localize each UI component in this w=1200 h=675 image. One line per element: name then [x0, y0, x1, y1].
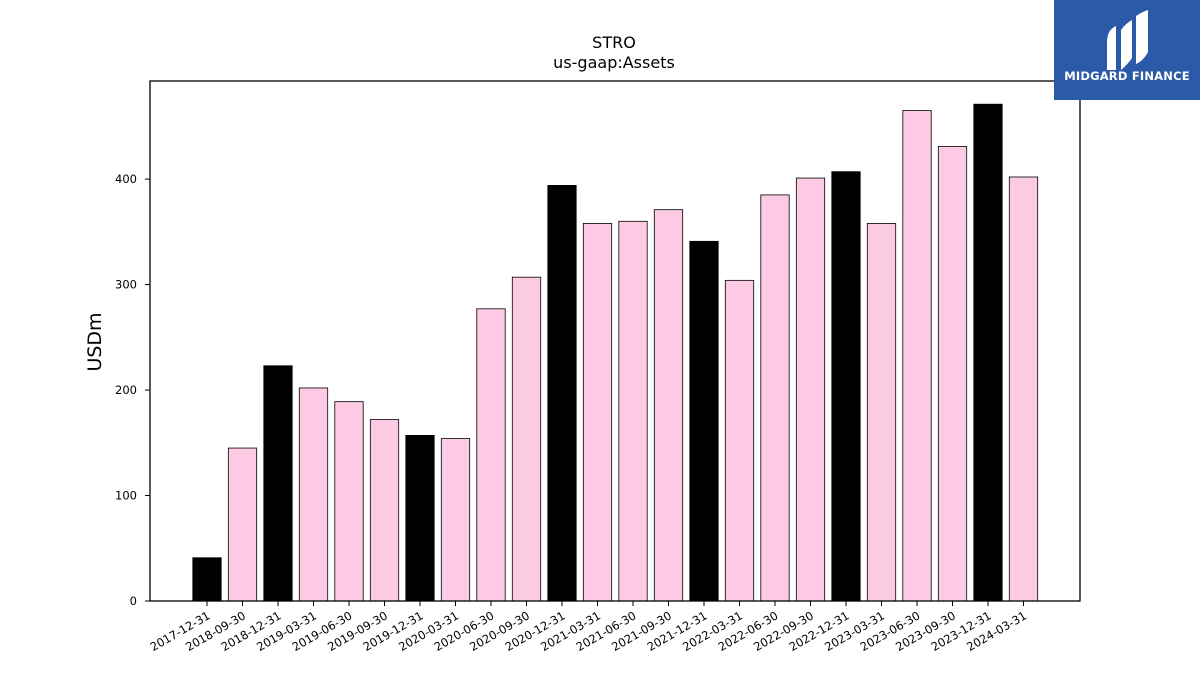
y-axis-label: USDm	[84, 312, 106, 371]
bar-2021-03-31	[582, 222, 613, 602]
bar-2022-06-30	[760, 194, 790, 602]
bar-2019-03-31	[298, 387, 329, 602]
bar-2019-12-31	[405, 435, 435, 602]
bar-2021-12-31	[689, 240, 719, 602]
midgard-logo-icon	[1107, 10, 1148, 70]
chart-subtitle: us-gaap:Assets	[553, 53, 675, 72]
bar-2018-09-30	[227, 447, 258, 602]
bar-2018-12-31	[263, 365, 293, 602]
bar-2020-06-30	[476, 308, 506, 602]
y-tick-label: 200	[115, 383, 137, 397]
bar-2021-06-30	[618, 220, 648, 602]
bar-2019-09-30	[369, 419, 400, 602]
x-axis-ticks: 2017-12-312018-09-302018-12-312019-03-31…	[148, 601, 1029, 654]
bar-2023-09-30	[937, 145, 968, 602]
bar-2024-03-31	[1008, 176, 1039, 602]
bar-2022-12-31	[831, 171, 861, 602]
plot-frame	[149, 80, 1081, 602]
bar-2019-06-30	[334, 401, 364, 602]
bar-2022-09-30	[795, 177, 826, 602]
bar-2020-03-31	[440, 438, 471, 602]
bar-2021-09-30	[653, 209, 684, 602]
logo-text: MIDGARD FINANCE	[1064, 69, 1190, 83]
chart-title: STRO	[592, 33, 636, 52]
y-tick-label: 300	[115, 278, 137, 292]
bar-2023-03-31	[866, 222, 897, 602]
bars	[192, 103, 1039, 602]
y-axis-ticks: 0 100 200 300 400	[115, 172, 150, 608]
bar-2023-06-30	[902, 110, 932, 602]
midgard-finance-logo: MIDGARD FINANCE	[1054, 0, 1200, 100]
bar-2022-03-31	[724, 279, 755, 602]
bar-2017-12-31	[192, 557, 222, 602]
bar-2023-12-31	[973, 103, 1003, 602]
bar-2020-12-31	[547, 185, 577, 602]
y-tick-label: 100	[115, 489, 137, 503]
y-tick-label: 400	[115, 172, 137, 186]
bar-2020-09-30	[511, 276, 542, 602]
y-tick-label: 0	[130, 594, 137, 608]
